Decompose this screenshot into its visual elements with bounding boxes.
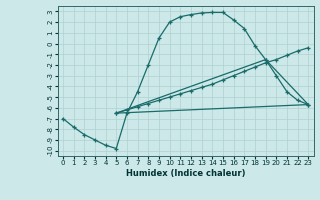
X-axis label: Humidex (Indice chaleur): Humidex (Indice chaleur): [126, 169, 245, 178]
